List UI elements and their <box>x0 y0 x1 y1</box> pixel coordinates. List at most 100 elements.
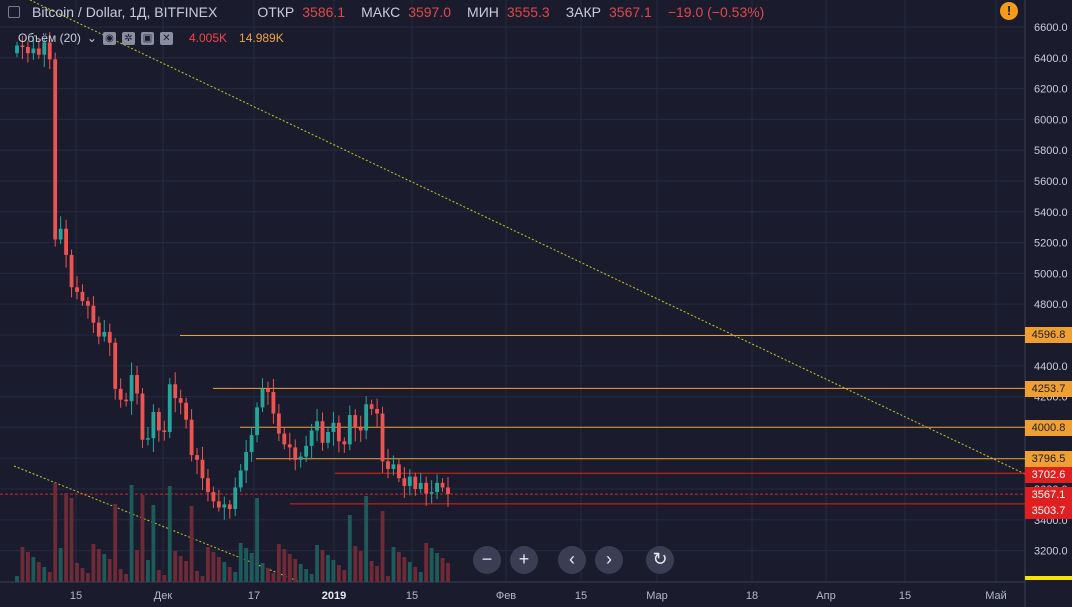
volume-bar <box>440 558 445 582</box>
candle-body <box>255 407 259 436</box>
collapse-icon[interactable] <box>8 6 20 18</box>
candle-body <box>266 388 270 392</box>
symbol-legend: Bitcoin / Dollar, 1Д, BITFINEX ОТКР 3586.… <box>8 2 772 22</box>
candle-body <box>69 254 74 288</box>
candle-body <box>391 464 396 469</box>
volume-bar <box>266 568 270 582</box>
zoom-out-button[interactable]: − <box>473 546 501 574</box>
candle-body <box>91 305 96 323</box>
y-tick-label: 5200.0 <box>1034 238 1068 250</box>
candle-body <box>315 421 319 431</box>
y-tick-label: 5400.0 <box>1034 207 1068 219</box>
volume-bar <box>413 567 418 582</box>
candle-body <box>358 427 363 431</box>
hide-icon[interactable]: ▣ <box>140 31 154 45</box>
candle-body <box>287 444 292 448</box>
candle-body <box>178 398 183 403</box>
volume-legend: Объём (20) ⌄ ◉ ✲ ▣ ✕ 4.005K 14.989K <box>18 30 284 46</box>
volume-bar <box>336 565 341 582</box>
candle-body <box>244 452 249 471</box>
candle-body <box>15 45 19 54</box>
candle-body <box>238 470 243 488</box>
reset-chart-button[interactable]: ↻ <box>646 546 674 574</box>
candle-body <box>347 415 352 445</box>
volume-bar <box>358 551 363 582</box>
eye-icon[interactable]: ◉ <box>102 31 116 45</box>
high-value: 3597.0 <box>408 4 452 20</box>
price-tag: 4253.7 <box>1025 381 1072 397</box>
volume-bar <box>276 544 281 582</box>
gear-icon[interactable]: ✲ <box>121 31 135 45</box>
close-label: ЗАКР <box>565 4 601 20</box>
scroll-left-button[interactable]: ‹ <box>558 546 586 574</box>
volume-bar <box>189 506 194 582</box>
candle-body <box>140 393 145 440</box>
candle-body <box>36 48 41 55</box>
volume-bar <box>238 543 243 582</box>
candle-body <box>31 48 36 54</box>
volume-bar <box>287 554 292 582</box>
x-tick-label: Фев <box>496 590 516 602</box>
candle-body <box>386 461 390 469</box>
candle-body <box>80 291 85 302</box>
price-tag: 4000.8 <box>1025 420 1072 436</box>
candle-body <box>227 504 232 510</box>
candle-body <box>233 487 238 510</box>
volume-bar <box>249 553 254 582</box>
symbol-title[interactable]: Bitcoin / Dollar, 1Д, BITFINEX <box>32 4 218 20</box>
candle-body <box>200 459 205 479</box>
candle-body <box>64 228 69 255</box>
price-tag: 3503.7 <box>1025 503 1072 519</box>
volume-bar <box>375 566 379 582</box>
candle-body <box>369 404 374 409</box>
warning-icon[interactable]: ! <box>1000 2 1018 20</box>
close-icon[interactable]: ✕ <box>159 31 173 45</box>
volume-bar <box>396 552 401 582</box>
x-tick-label: Май <box>985 590 1007 602</box>
volume-bar <box>309 574 314 582</box>
y-tick-label: 6200.0 <box>1034 84 1068 96</box>
candle-body <box>135 375 139 394</box>
candle-body <box>326 432 330 443</box>
volume-bar <box>69 498 74 582</box>
candle-body <box>298 456 303 460</box>
price-tag: 3796.5 <box>1025 451 1072 467</box>
x-tick-label: Апр <box>816 590 835 602</box>
candle-body <box>222 504 227 508</box>
y-tick-label: 6600.0 <box>1034 22 1068 34</box>
candle-body <box>320 421 325 443</box>
scroll-right-button[interactable]: › <box>595 546 623 574</box>
volume-bar <box>347 515 352 582</box>
candle-body <box>47 42 52 60</box>
candle-body <box>331 422 336 433</box>
volume-label[interactable]: Объём (20) <box>18 31 81 45</box>
y-tick-label: 4400.0 <box>1034 361 1068 373</box>
volume-bar <box>140 495 145 582</box>
candle-body <box>304 445 309 457</box>
chevron-down-icon[interactable]: ⌄ <box>86 31 97 45</box>
volume-bar <box>124 574 129 582</box>
volume-bar <box>151 505 156 582</box>
y-tick-label: 5600.0 <box>1034 176 1068 188</box>
zoom-in-button[interactable]: + <box>510 546 538 574</box>
volume-bar <box>216 557 221 582</box>
candle-body <box>118 388 123 400</box>
volume-bar <box>20 547 25 582</box>
y-tick-label: 5000.0 <box>1034 268 1068 280</box>
low-value: 3555.3 <box>506 4 550 20</box>
candle-body <box>206 478 210 493</box>
volume-bar <box>53 483 58 582</box>
volume-bar <box>178 556 183 582</box>
volume-bar <box>15 576 19 582</box>
price-tag: 4596.8 <box>1025 327 1072 343</box>
volume-bar <box>391 547 396 582</box>
volume-bar <box>244 548 249 582</box>
candle-body <box>380 413 385 462</box>
volume-bar <box>271 573 276 582</box>
volume-bar <box>184 561 189 582</box>
x-tick-label: Мар <box>646 590 668 602</box>
price-tag: 3567.1 <box>1025 487 1072 503</box>
time-marker <box>1025 576 1072 580</box>
candle-body <box>195 455 199 460</box>
